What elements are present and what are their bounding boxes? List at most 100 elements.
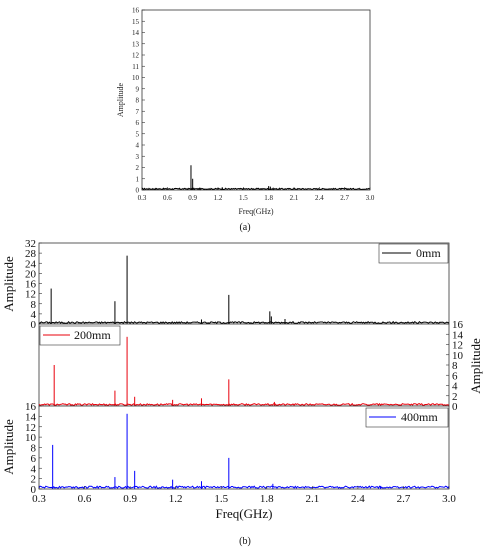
chart-a-x-tick-label: 2.4 [315, 194, 324, 202]
chart-b-panel-400mm-y-axis-label: Amplitude [1, 419, 16, 475]
chart-b-panel-400mm-y-tick-label: 10 [25, 432, 37, 444]
chart-b-panel-200mm-y-axis-label: Amplitude [468, 338, 483, 394]
chart-b-panel-0mm-y-tick-label: 0 [31, 319, 37, 331]
chart-a-series-0-noise-floor [142, 187, 371, 191]
chart-a-x-tick-label: 1.8 [264, 194, 273, 202]
chart-b-panel-200mm-series-noise-floor [38, 402, 450, 407]
chart-b-panel-0mm-legend-box [378, 243, 449, 264]
chart-b-panel-0mm-legend-label: 0mm [416, 246, 441, 260]
chart-b-x-tick-label: 2.1 [305, 493, 319, 505]
chart-b-panel-400mm-y-tick-label: 0 [31, 484, 37, 496]
chart-b-panel-0mm-y-tick-label: 16 [25, 279, 37, 291]
chart-b-x-tick-label: 2.7 [397, 493, 411, 505]
chart-a-y-tick-label: 10 [132, 74, 140, 82]
chart-b-panel-0mm-series-noise-floor [38, 320, 450, 325]
chart-b-panel-0mm-y-axis-label: Amplitude [1, 256, 16, 312]
chart-b-x-tick-label: 1.5 [214, 493, 228, 505]
chart-b-panel-0mm-y-tick-label: 12 [25, 289, 36, 301]
chart-b-x-tick-label: 1.8 [260, 493, 274, 505]
chart-b-x-tick-label: 0.3 [32, 493, 46, 505]
chart-b-panel-400mm-y-tick-label: 14 [25, 411, 37, 423]
chart-b-panel-0mm-legend: 0mm [378, 243, 449, 264]
chart-a-y-tick-label: 2 [136, 164, 140, 172]
chart-a-x-tick-label: 0.3 [138, 194, 147, 202]
chart-b-panel-200mm-legend: 200mm [39, 325, 121, 346]
chart-b-x-axis-label: Freq(GHz) [215, 506, 272, 521]
chart-a-x-axis-label: Freq(GHz) [238, 207, 273, 216]
chart-a-series [142, 165, 371, 191]
chart-a-x-ticks: 0.3 0.6 0.9 1.2 1.5 1.8 2.1 2.4 2.7 3.0 [138, 187, 375, 202]
chart-b-x-tick-label: 1.2 [169, 493, 183, 505]
chart-a-y-tick-label: 7 [136, 108, 140, 116]
chart-b-caption: (b) [239, 536, 251, 547]
chart-a-y-tick-label: 0 [136, 187, 140, 195]
chart-a-y-tick-label: 15 [132, 18, 140, 26]
chart-a-y-tick-label: 1 [136, 175, 140, 183]
chart-a-y-tick-label: 3 [136, 153, 140, 161]
chart-a-x-tick-label: 1.2 [214, 194, 223, 202]
chart-b-panel-200mm-y-tick-label: 6 [452, 370, 458, 382]
chart-b-panel-400mm-y-tick-label: 6 [31, 453, 37, 465]
chart-a-y-tick-label: 13 [132, 40, 140, 48]
chart-b-panel-0mm-y-tick-label: 8 [31, 299, 37, 311]
chart-a-x-tick-label: 1.5 [239, 194, 248, 202]
chart-a-y-tick-label: 4 [136, 142, 140, 150]
chart-a-plot-frame [141, 9, 371, 191]
chart-b-panel-200mm-legend-label: 200mm [74, 328, 111, 342]
chart-b-panel-400mm-y-tick-label: 16 [25, 401, 37, 413]
chart-b-panel-0mm-y-tick-label: 32 [25, 238, 36, 250]
chart-a-y-tick-label: 16 [132, 7, 140, 15]
chart-b-x-tick-label: 2.4 [351, 493, 365, 505]
chart-b-panel-200mm-y-tick-label: 2 [452, 391, 458, 403]
chart-a-y-tick-label: 14 [132, 29, 140, 37]
chart-a-x-tick-label: 3.0 [366, 194, 375, 202]
chart-a-y-tick-label: 11 [132, 63, 139, 71]
chart-b-panel-200mm-series [38, 336, 450, 407]
chart-a-caption: (a) [239, 222, 250, 233]
chart-b-panel-200mm-y-tick-label: 12 [452, 340, 463, 352]
chart-b-panel-0mm-y-tick-label: 28 [25, 248, 37, 260]
chart-a-x-tick-label: 2.7 [340, 194, 349, 202]
chart-b-panel-400mm-legend-label: 400mm [401, 410, 438, 424]
chart-b-panel-400mm-series [38, 413, 450, 490]
chart-a-x-tick-label: 0.9 [188, 194, 197, 202]
chart-b-x-tick-label: 0.6 [78, 493, 92, 505]
chart-a-y-axis-label: Amplitude [116, 82, 125, 117]
chart-b-panel-0mm-y-tick-label: 4 [31, 309, 37, 321]
chart-a-y-tick-label: 8 [136, 97, 140, 105]
chart-b-panel-400mm-legend: 400mm [365, 407, 449, 428]
chart-a-y-tick-label: 6 [136, 119, 140, 127]
chart-b-panel-400mm-y-tick-label: 2 [31, 474, 37, 486]
chart-b-panel-0mm-series [38, 255, 450, 325]
chart-b-panel-200mm-y-tick-label: 10 [452, 350, 464, 362]
chart-b-panel-200mm-y-tick-label: 16 [452, 319, 464, 331]
chart-a-x-tick-label: 2.1 [290, 194, 299, 202]
chart-a-y-tick-label: 5 [136, 130, 140, 138]
chart-b-x-tick-label: 3.0 [442, 493, 456, 505]
chart-a-y-tick-label: 12 [132, 52, 140, 60]
chart-b-x-ticks: 0.3 0.6 0.9 1.2 1.5 1.8 2.1 2.4 2.7 3.0 [32, 486, 456, 505]
chart-a-y-tick-label: 9 [136, 85, 140, 93]
chart-b-panel-200mm-y-tick-label: 8 [452, 360, 458, 372]
chart-b-panel-200mm-y-tick-label: 4 [452, 381, 458, 393]
chart-b-panel-200mm-y-tick-label: 0 [452, 401, 458, 413]
chart-b-panel-400mm-legend-box [365, 407, 449, 428]
chart-b-panel-400mm-y-tick-label: 8 [31, 443, 37, 455]
chart-b-panel-400mm-y-tick-label: 4 [31, 463, 37, 475]
chart-b-panel-0mm-y-tick-label: 20 [25, 268, 37, 280]
chart-a-x-tick-label: 0.6 [163, 194, 172, 202]
chart-b-panel-200mm-y-tick-label: 14 [452, 329, 464, 341]
chart-b-x-tick-label: 0.9 [123, 493, 137, 505]
chart-b-panel-400mm-y-tick-label: 12 [25, 422, 36, 434]
chart-b-panel-0mm-y-tick-label: 24 [25, 258, 37, 270]
chart-b-panel-200mm-legend-box [39, 325, 121, 346]
